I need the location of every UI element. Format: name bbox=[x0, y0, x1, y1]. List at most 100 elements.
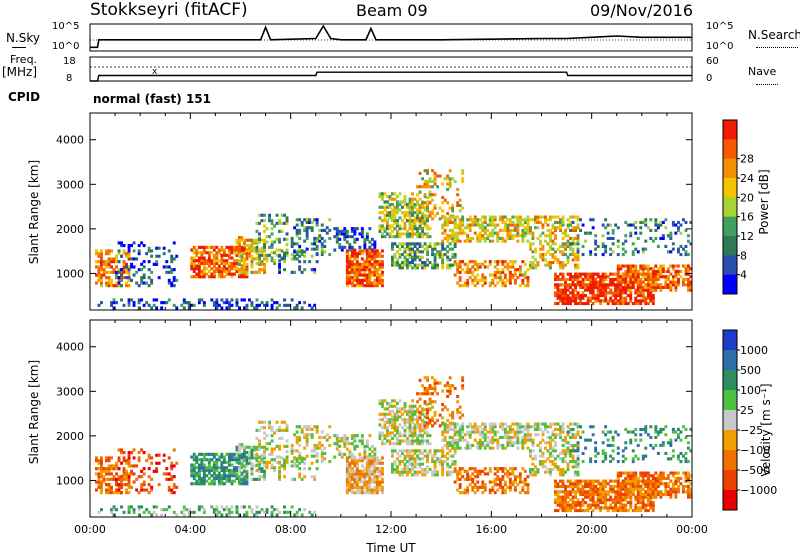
velocity-cell bbox=[278, 475, 281, 479]
power-cell bbox=[255, 303, 259, 307]
velocity-cell bbox=[192, 476, 196, 480]
power-cell bbox=[413, 219, 417, 223]
power-cell bbox=[619, 294, 623, 298]
power-cell bbox=[626, 264, 630, 268]
power-cell bbox=[453, 220, 457, 224]
power-cell bbox=[564, 263, 567, 267]
power-cell bbox=[682, 277, 685, 281]
velocity-cell bbox=[549, 454, 552, 458]
velocity-cell bbox=[534, 457, 537, 461]
power-cell bbox=[233, 267, 236, 271]
velocity-cell bbox=[574, 443, 577, 447]
velocity-cell bbox=[170, 488, 174, 492]
power-cell bbox=[378, 192, 382, 196]
power-cell bbox=[518, 270, 522, 274]
power-cell bbox=[646, 277, 650, 281]
power-cell bbox=[639, 277, 643, 281]
power-cell bbox=[102, 260, 106, 264]
velocity-cell bbox=[270, 439, 274, 443]
power-cell bbox=[212, 264, 216, 268]
power-cell bbox=[170, 260, 174, 264]
velocity-cell bbox=[197, 474, 201, 478]
velocity-cell bbox=[406, 412, 409, 416]
power-cell bbox=[674, 269, 678, 273]
power-cell bbox=[270, 243, 274, 247]
velocity-cell bbox=[408, 457, 412, 461]
power-cell bbox=[240, 257, 244, 261]
power-cell bbox=[531, 266, 535, 270]
power-cell bbox=[513, 226, 517, 230]
power-cell bbox=[210, 245, 214, 249]
power-cell bbox=[433, 261, 437, 265]
velocity-cell bbox=[100, 485, 103, 489]
power-cell bbox=[416, 229, 419, 233]
velocity-cell bbox=[453, 433, 457, 437]
power-cell bbox=[416, 255, 419, 259]
power-cell bbox=[664, 280, 668, 284]
power-cell bbox=[298, 228, 302, 232]
power-cell bbox=[205, 272, 209, 276]
velocity-cell bbox=[110, 467, 113, 471]
power-cell bbox=[393, 255, 397, 259]
velocity-cell bbox=[476, 441, 480, 445]
velocity-cell bbox=[426, 439, 429, 443]
power-cell bbox=[446, 218, 450, 222]
power-cell bbox=[677, 250, 680, 254]
velocity-cell bbox=[268, 460, 271, 464]
velocity-cell bbox=[333, 455, 337, 459]
power-cell bbox=[202, 256, 206, 260]
velocity-cell bbox=[275, 444, 279, 448]
velocity-cell bbox=[508, 441, 512, 445]
velocity-cell bbox=[483, 443, 487, 447]
velocity-cell bbox=[353, 436, 357, 440]
velocity-cell bbox=[493, 467, 497, 471]
velocity-cell bbox=[370, 461, 374, 465]
velocity-cell bbox=[285, 450, 289, 454]
velocity-cell bbox=[426, 424, 429, 428]
velocity-cell bbox=[506, 475, 510, 479]
power-cell bbox=[142, 244, 146, 248]
power-cell bbox=[190, 256, 194, 260]
power-cell bbox=[95, 260, 98, 264]
power-cell bbox=[661, 275, 665, 279]
power-cell bbox=[238, 268, 241, 272]
velocity-cell bbox=[105, 477, 108, 481]
velocity-cell bbox=[393, 462, 397, 466]
velocity-cell bbox=[240, 477, 244, 481]
velocity-cell bbox=[503, 467, 507, 471]
velocity-cell bbox=[536, 427, 540, 431]
power-cell bbox=[97, 273, 101, 277]
power-cell bbox=[461, 220, 465, 224]
power-cell bbox=[551, 223, 555, 227]
power-cell bbox=[446, 182, 450, 186]
power-cell bbox=[498, 236, 502, 240]
velocity-cell bbox=[561, 438, 565, 442]
power-cell bbox=[205, 259, 209, 263]
velocity-cell bbox=[428, 421, 432, 425]
velocity-cell bbox=[212, 479, 216, 483]
power-cell bbox=[365, 284, 369, 288]
velocity-cell bbox=[350, 456, 354, 460]
power-cell bbox=[589, 218, 593, 222]
velocity-cell bbox=[338, 452, 342, 456]
velocity-cell bbox=[318, 435, 322, 439]
velocity-cell bbox=[468, 433, 472, 437]
power-cell bbox=[451, 206, 455, 210]
power-cell bbox=[571, 236, 575, 240]
power-cell bbox=[172, 241, 176, 245]
velocity-cell bbox=[273, 466, 276, 470]
power-cell bbox=[448, 228, 452, 232]
power-cell bbox=[581, 296, 585, 300]
power-cell bbox=[644, 296, 648, 300]
velocity-cell bbox=[215, 463, 219, 467]
power-cell bbox=[112, 306, 116, 310]
power-cell bbox=[150, 306, 154, 310]
power-cell bbox=[345, 232, 349, 236]
power-cell bbox=[441, 263, 445, 267]
velocity-cell bbox=[411, 418, 414, 422]
power-cell bbox=[403, 261, 407, 265]
velocity-cell bbox=[564, 438, 567, 442]
power-cell bbox=[448, 218, 452, 222]
velocity-cell bbox=[411, 412, 414, 416]
velocity-cell bbox=[200, 452, 204, 456]
